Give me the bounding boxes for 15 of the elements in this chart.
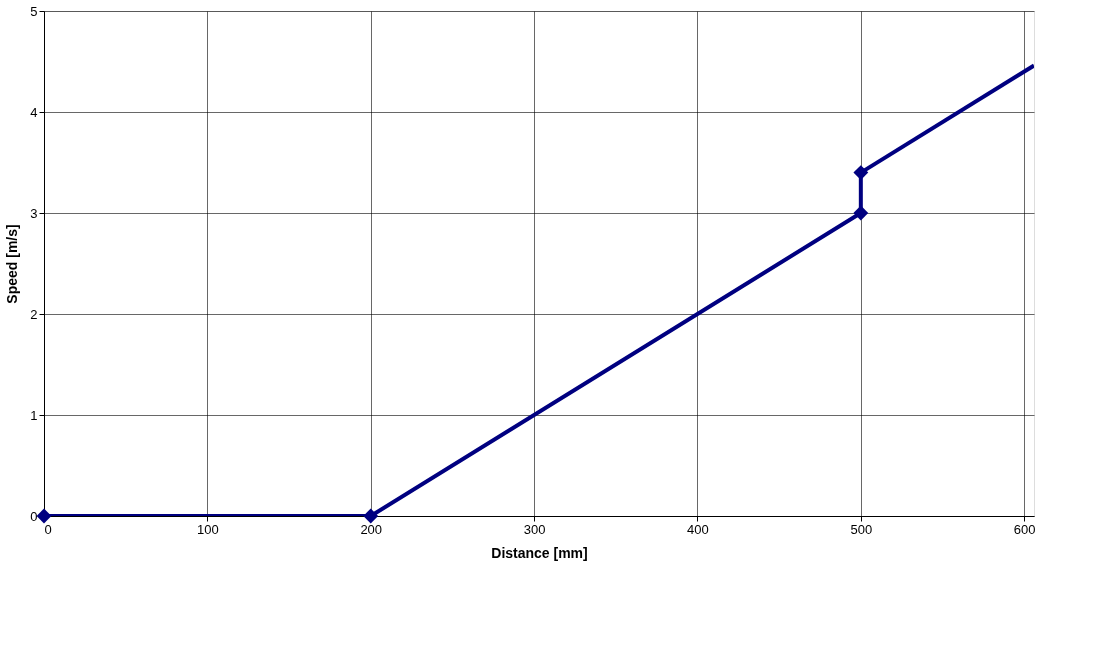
- y-axis-title: Speed [m/s]: [4, 224, 21, 304]
- y-tick-label: 1: [30, 407, 38, 423]
- y-tick-label: 5: [30, 3, 38, 19]
- x-tick-label: 600: [1013, 521, 1036, 537]
- x-axis-title: Distance [mm]: [491, 544, 588, 561]
- x-tick-label: 200: [360, 521, 383, 537]
- x-tick-label: 300: [523, 521, 546, 537]
- x-tick-label: 400: [687, 521, 709, 537]
- x-tick-label: 500: [850, 521, 873, 537]
- y-tick-label: 4: [30, 104, 38, 120]
- x-tick-label: 100: [197, 521, 219, 537]
- y-tick-label: 3: [30, 205, 38, 221]
- x-tick-label: 0: [44, 521, 52, 537]
- y-tick-label: 2: [30, 306, 38, 322]
- y-tick-label: 0: [30, 508, 38, 524]
